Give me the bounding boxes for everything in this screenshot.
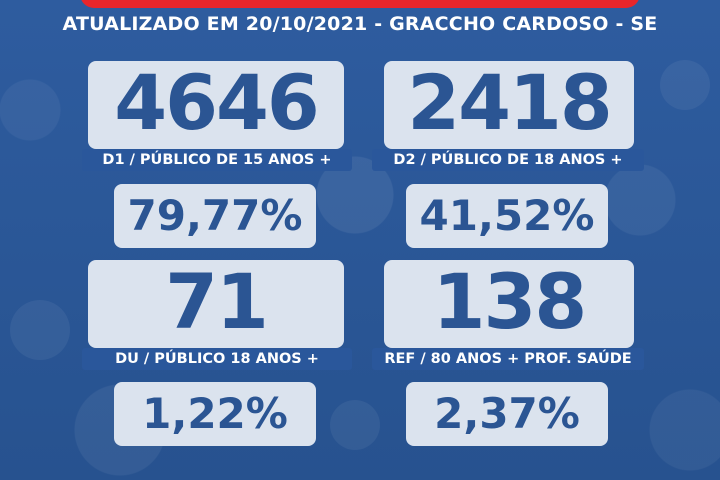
- top-banner: [80, 0, 640, 8]
- ref-percent-card: [406, 382, 608, 446]
- d2-count-card: [384, 61, 634, 149]
- virus-icon: [660, 60, 710, 110]
- d1-label: D1 / PÚBLICO DE 15 ANOS +: [82, 149, 352, 171]
- du-count-card: [88, 260, 344, 348]
- ref-label: REF / 80 ANOS + PROF. SAÚDE: [372, 348, 644, 370]
- d1-count-card: [88, 61, 344, 149]
- virus-icon: [10, 300, 70, 360]
- d1-percent-card: [114, 184, 316, 248]
- d2-percent: 41,52%: [419, 191, 595, 240]
- ref-count: 138: [432, 257, 588, 346]
- d2-label: D2 / PÚBLICO DE 18 ANOS +: [372, 149, 644, 171]
- du-label: DU / PÚBLICO 18 ANOS +: [82, 348, 352, 370]
- du-percent-card: [114, 382, 316, 446]
- ref-percent: 2,37%: [434, 389, 580, 438]
- virus-icon: [330, 400, 380, 450]
- d1-count: 4646: [114, 58, 320, 147]
- ref-count-card: [384, 260, 634, 348]
- d2-count: 2418: [407, 58, 613, 147]
- d1-percent: 79,77%: [127, 191, 303, 240]
- update-subtitle: ATUALIZADO EM 20/10/2021 - GRACCHO CARDO…: [62, 13, 658, 35]
- d2-percent-card: [406, 184, 608, 248]
- du-percent: 1,22%: [142, 389, 288, 438]
- du-count: 71: [165, 257, 269, 346]
